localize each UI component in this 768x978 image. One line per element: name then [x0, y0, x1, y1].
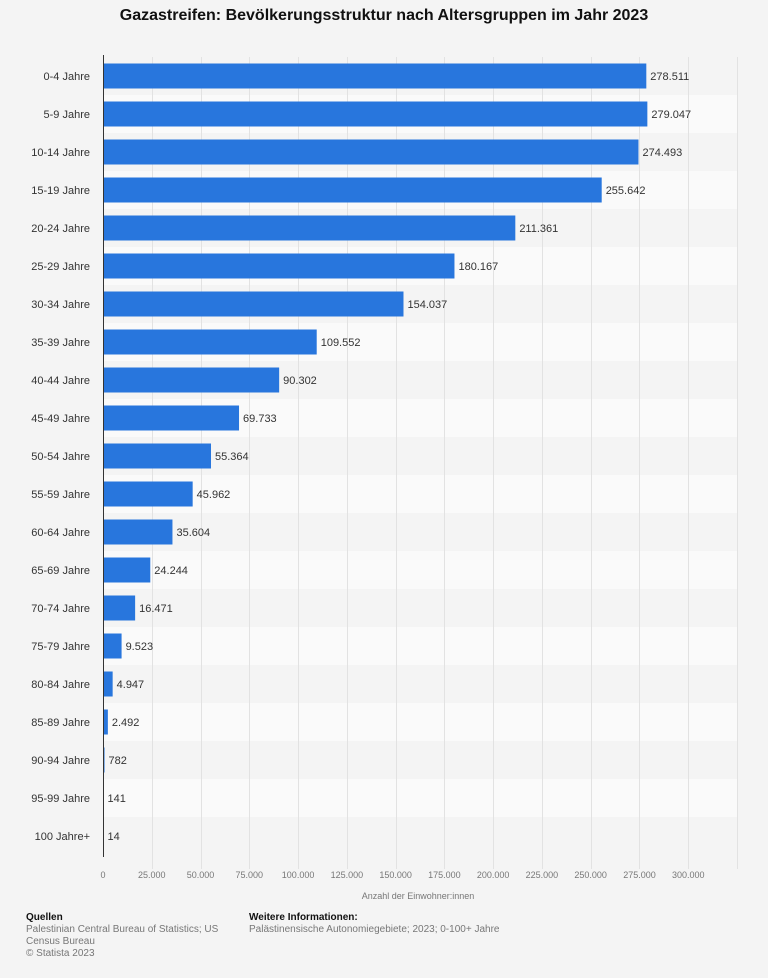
bar — [103, 101, 648, 127]
info-text: Palästinensische Autonomiegebiete; 2023;… — [249, 924, 500, 935]
value-label: 14 — [108, 831, 120, 843]
value-label: 24.244 — [154, 565, 188, 577]
bar — [103, 329, 317, 355]
copyright-text: © Statista 2023 — [26, 948, 95, 959]
category-label: 75-79 Jahre — [31, 641, 90, 653]
category-label: 45-49 Jahre — [31, 413, 90, 425]
value-label: 9.523 — [126, 641, 154, 653]
row-band — [103, 551, 737, 589]
bars — [103, 63, 648, 849]
value-label: 45.962 — [197, 489, 231, 501]
category-label: 40-44 Jahre — [31, 375, 90, 387]
value-label: 109.552 — [321, 337, 361, 349]
value-label: 35.604 — [176, 527, 210, 539]
x-axis-label: Anzahl der Einwohner:innen — [362, 891, 475, 900]
value-label: 90.302 — [283, 375, 317, 387]
x-tick-label: 275.000 — [623, 870, 656, 880]
row-band — [103, 589, 737, 627]
x-tick-label: 150.000 — [379, 870, 412, 880]
value-label: 4.947 — [117, 679, 145, 691]
row-band — [103, 703, 737, 741]
category-label: 65-69 Jahre — [31, 565, 90, 577]
info-heading: Weitere Informationen: — [249, 912, 358, 923]
category-label: 55-59 Jahre — [31, 489, 90, 501]
row-band — [103, 817, 737, 855]
x-tick-label: 50.000 — [187, 870, 215, 880]
bar — [103, 443, 212, 469]
value-label: 255.642 — [606, 185, 646, 197]
x-tick-label: 100.000 — [282, 870, 315, 880]
bar — [103, 177, 602, 203]
bar — [103, 291, 404, 317]
bar — [103, 557, 151, 583]
bar — [103, 481, 193, 507]
value-label: 55.364 — [215, 451, 249, 463]
bar-chart: 278.511 279.047 274.493 255.642 211.361 180.1… — [31, 55, 738, 900]
row-band — [103, 627, 737, 665]
sources-text: Palestinian Central Bureau of Statistics… — [26, 924, 219, 947]
row-band — [103, 779, 737, 817]
x-tick-label: 0 — [100, 870, 105, 880]
value-label: 274.493 — [642, 147, 682, 159]
bar — [103, 519, 173, 545]
category-label: 5-9 Jahre — [44, 109, 90, 121]
category-labels: 0-4 Jahre 5-9 Jahre 10-14 Jahre 15-19 Jahre… — [31, 71, 90, 843]
x-tick-label: 175.000 — [428, 870, 461, 880]
x-tick-label: 200.000 — [477, 870, 510, 880]
value-label: 782 — [109, 755, 127, 767]
category-label: 50-54 Jahre — [31, 451, 90, 463]
sources-block: Quellen Palestinian Central Bureau of St… — [26, 912, 226, 960]
category-label: 35-39 Jahre — [31, 337, 90, 349]
x-tick-labels: 0 25.000 50.000 75.000 100.000 125.000 150.000… — [100, 870, 704, 880]
value-labels: 278.511 279.047 274.493 255.642 211.361 180.1… — [108, 71, 692, 843]
value-label: 154.037 — [407, 299, 447, 311]
category-label: 15-19 Jahre — [31, 185, 90, 197]
bar — [103, 215, 516, 241]
value-label: 69.733 — [243, 413, 277, 425]
category-label: 20-24 Jahre — [31, 223, 90, 235]
chart-title: Gazastreifen: Bevölkerungsstruktur nach … — [119, 7, 649, 24]
bar — [103, 253, 455, 279]
bar — [103, 709, 108, 735]
info-block: Weitere Informationen: Palästinensische … — [249, 912, 549, 936]
bar — [103, 139, 639, 165]
value-label: 16.471 — [139, 603, 173, 615]
bar — [103, 671, 113, 697]
bar — [103, 405, 240, 431]
sources-heading: Quellen — [26, 912, 63, 923]
value-label: 2.492 — [112, 717, 140, 729]
category-label: 90-94 Jahre — [31, 755, 90, 767]
category-label: 10-14 Jahre — [31, 147, 90, 159]
category-label: 60-64 Jahre — [31, 527, 90, 539]
x-tick-label: 25.000 — [138, 870, 166, 880]
value-label: 211.361 — [519, 223, 558, 235]
bar — [103, 595, 136, 621]
bar — [103, 633, 122, 659]
bar — [103, 367, 280, 393]
value-label: 141 — [108, 793, 126, 805]
x-tick-label: 125.000 — [331, 870, 364, 880]
x-tick-label: 75.000 — [236, 870, 264, 880]
value-label: 279.047 — [651, 109, 691, 121]
value-label: 278.511 — [650, 71, 689, 83]
category-label: 85-89 Jahre — [31, 717, 90, 729]
category-label: 80-84 Jahre — [31, 679, 90, 691]
row-band — [103, 665, 737, 703]
x-tick-label: 225.000 — [526, 870, 559, 880]
row-band — [103, 741, 737, 779]
row-band — [103, 475, 737, 513]
bar — [103, 63, 647, 89]
x-tick-label: 300.000 — [672, 870, 705, 880]
category-label: 0-4 Jahre — [44, 71, 90, 83]
row-band — [103, 513, 737, 551]
category-label: 30-34 Jahre — [31, 299, 90, 311]
category-label: 70-74 Jahre — [31, 603, 90, 615]
x-tick-label: 250.000 — [574, 870, 607, 880]
value-label: 180.167 — [458, 261, 498, 273]
category-label: 25-29 Jahre — [31, 261, 90, 273]
category-label: 100 Jahre+ — [35, 831, 90, 843]
category-label: 95-99 Jahre — [31, 793, 90, 805]
